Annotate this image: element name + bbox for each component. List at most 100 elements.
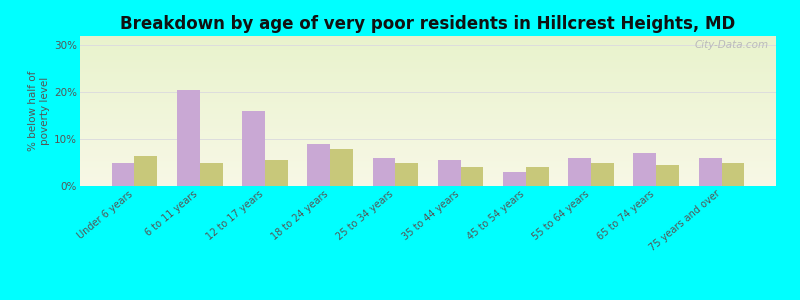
Bar [80,147,776,148]
Bar [134,155,158,186]
Bar [177,90,200,186]
Bar [200,163,222,186]
Bar [80,160,776,162]
Bar [80,116,776,117]
Bar [80,144,776,146]
Bar [80,141,776,142]
Bar [80,168,776,170]
Bar [80,61,776,63]
Bar [80,124,776,126]
Bar [80,105,776,106]
Bar [373,158,395,186]
Bar [80,40,776,42]
Bar [80,99,776,100]
Bar [80,70,776,72]
Bar [80,180,776,182]
Bar [634,153,656,186]
Bar [80,46,776,48]
Bar [80,45,776,46]
Bar [80,90,776,92]
Bar [80,174,776,176]
Bar [80,88,776,90]
Bar [80,134,776,135]
Bar [80,150,776,152]
Bar [80,158,776,159]
Bar [80,80,776,81]
Bar [80,118,776,120]
Bar [80,176,776,177]
Bar [80,87,776,88]
Bar [80,129,776,130]
Bar [80,142,776,144]
Bar [80,85,776,87]
Bar [80,123,776,124]
Bar [80,103,776,105]
Bar [80,164,776,165]
Bar [80,148,776,150]
Bar [80,156,776,158]
Bar [80,39,776,40]
Bar [80,100,776,102]
Bar [80,69,776,70]
Bar [80,171,776,172]
Bar [80,159,776,160]
Bar [80,178,776,180]
Bar [80,152,776,153]
Bar [80,183,776,184]
Bar [80,75,776,76]
Bar [80,153,776,154]
Title: Breakdown by age of very poor residents in Hillcrest Heights, MD: Breakdown by age of very poor residents … [120,15,736,33]
Bar [80,60,776,61]
Bar [80,167,776,168]
Bar [656,165,679,186]
Bar [80,154,776,156]
Bar [80,44,776,45]
Y-axis label: % below half of
poverty level: % below half of poverty level [29,71,50,151]
Bar [80,50,776,51]
Bar [80,92,776,93]
Bar [80,98,776,99]
Bar [80,112,776,114]
Bar [80,51,776,52]
Bar [80,63,776,64]
Bar [112,163,134,186]
Bar [80,74,776,75]
Bar [80,110,776,111]
Bar [698,158,722,186]
Bar [80,64,776,66]
Bar [80,52,776,54]
Bar [80,162,776,164]
Bar [80,130,776,132]
Bar [80,96,776,98]
Bar [503,172,526,186]
Bar [591,163,614,186]
Bar [80,111,776,112]
Bar [80,38,776,39]
Bar [80,132,776,134]
Bar [80,57,776,58]
Bar [80,68,776,69]
Bar [80,169,776,171]
Bar [526,167,549,186]
Bar [722,163,744,186]
Bar [80,122,776,123]
Bar [80,172,776,174]
Bar [80,102,776,104]
Bar [80,36,776,38]
Bar [80,177,776,178]
Bar [80,108,776,110]
Bar [80,78,776,80]
Bar [330,148,353,186]
Bar [80,120,776,122]
Bar [265,160,288,186]
Bar [80,76,776,78]
Bar [80,140,776,141]
Bar [80,56,776,57]
Bar [80,126,776,128]
Bar [80,138,776,140]
Bar [80,135,776,136]
Bar [80,117,776,118]
Bar [461,167,483,186]
Bar [80,66,776,68]
Bar [80,146,776,147]
